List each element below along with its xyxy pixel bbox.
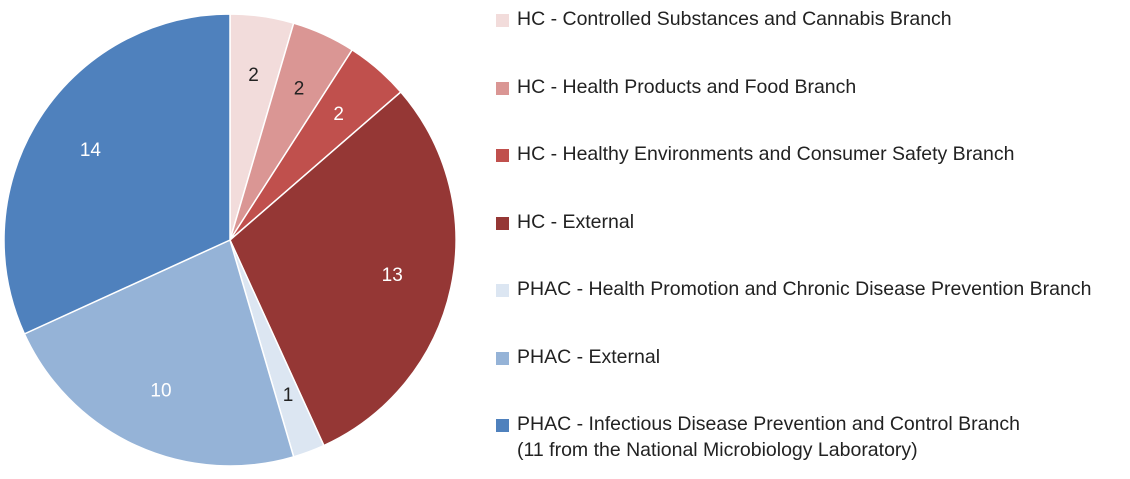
- legend-label-0: HC - Controlled Substances and Cannabis …: [517, 6, 952, 32]
- pie-value-label-3: 13: [382, 265, 403, 286]
- pie-value-label-1: 2: [294, 79, 305, 100]
- legend-label-line: PHAC - Health Promotion and Chronic Dise…: [517, 278, 1092, 300]
- legend-label-line: HC - Controlled Substances and Cannabis …: [517, 8, 952, 30]
- legend-label-line: HC - External: [517, 210, 635, 233]
- legend-label-line: (11 from the National Microbiology Labor…: [517, 439, 918, 461]
- legend-item-5: PHAC - External: [496, 344, 1130, 412]
- legend-label-line: PHAC - Infectious Disease Prevention and…: [517, 413, 1020, 435]
- legend-label-line: HC - Healthy Environments and Consumer S…: [517, 143, 1015, 165]
- legend-item-3: HC - External: [496, 209, 1130, 277]
- pie-value-label-5: 10: [150, 381, 171, 402]
- legend-item-4: PHAC - Health Promotion and Chronic Dise…: [496, 276, 1130, 344]
- pie-value-label-0: 2: [248, 65, 259, 86]
- legend-swatch-6: [496, 419, 509, 432]
- legend-swatch-5: [496, 351, 509, 365]
- chart-legend: HC - Controlled Substances and Cannabis …: [496, 6, 1130, 479]
- legend-label-2: HC - Healthy Environments and Consumer S…: [517, 141, 1014, 167]
- legend-label-line: PHAC - External: [517, 345, 661, 368]
- legend-label-3: HC - External: [517, 209, 634, 235]
- pie-slices: [3, 13, 457, 467]
- pie-value-label-6: 14: [80, 140, 102, 161]
- legend-swatch-4: [496, 284, 509, 297]
- pie-slice-5: [23, 238, 295, 467]
- legend-swatch-3: [496, 216, 509, 230]
- legend-item-6: PHAC - Infectious Disease Prevention and…: [496, 411, 1130, 479]
- pie-value-label-2: 2: [333, 104, 344, 125]
- legend-swatch-0: [496, 14, 509, 27]
- pie-value-label-4: 1: [283, 385, 294, 406]
- legend-item-2: HC - Healthy Environments and Consumer S…: [496, 141, 1130, 209]
- legend-label-4: PHAC - Health Promotion and Chronic Dise…: [517, 276, 1091, 302]
- legend-item-1: HC - Health Products and Food Branch: [496, 74, 1130, 142]
- legend-label-line: HC - Health Products and Food Branch: [517, 75, 857, 98]
- legend-swatch-2: [496, 149, 509, 162]
- pie-slice-3: [229, 90, 457, 447]
- legend-label-6: PHAC - Infectious Disease Prevention and…: [517, 411, 1020, 463]
- legend-label-5: PHAC - External: [517, 344, 660, 370]
- pie-value-labels: 2 2 2 13 1 10 14: [80, 65, 403, 406]
- legend-label-1: HC - Health Products and Food Branch: [517, 74, 856, 100]
- legend-swatch-1: [496, 81, 509, 95]
- legend-item-0: HC - Controlled Substances and Cannabis …: [496, 6, 1130, 74]
- pie-slice-6: [3, 13, 231, 335]
